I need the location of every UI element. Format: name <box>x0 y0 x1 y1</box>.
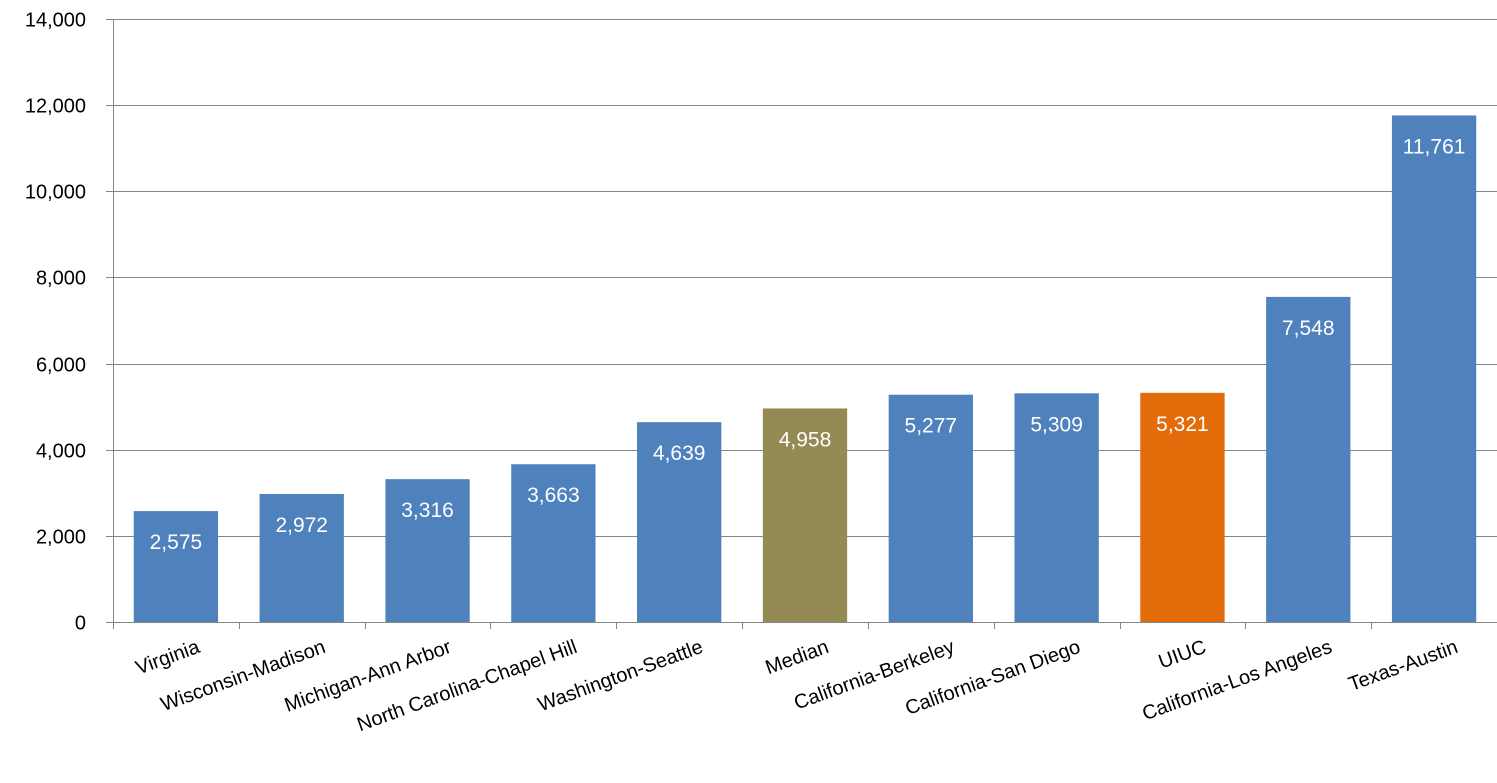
bars <box>133 115 1477 623</box>
bar-california-berkeley <box>888 394 973 622</box>
data-label: 3,316 <box>401 499 454 522</box>
data-label: 2,972 <box>275 514 328 537</box>
y-tick-label: 14,000 <box>25 10 86 32</box>
data-label: 4,958 <box>779 428 832 451</box>
y-tick-label: 0 <box>75 613 86 635</box>
bar-wisconsin-madison <box>259 493 344 622</box>
data-label: 5,321 <box>1156 413 1209 436</box>
bar-virginia <box>133 511 219 622</box>
data-label: 5,309 <box>1030 413 1083 436</box>
axes <box>106 19 1497 629</box>
category-label: Virginia <box>133 636 204 680</box>
y-tick-label: 10,000 <box>25 182 86 204</box>
data-label: 4,639 <box>653 442 706 465</box>
bar-washington-seattle <box>637 422 722 622</box>
y-tick-label: 8,000 <box>36 268 86 290</box>
bar-texas-austin <box>1391 115 1477 623</box>
category-label: North Carolina-Chapel Hill <box>354 636 580 736</box>
category-label: Median <box>763 636 832 679</box>
bar-median <box>762 408 848 622</box>
data-label: 3,663 <box>527 484 580 507</box>
gridlines <box>113 19 1497 537</box>
data-label: 5,277 <box>905 415 958 438</box>
y-tick-label: 6,000 <box>36 355 86 377</box>
category-label: UIUC <box>1156 636 1209 673</box>
y-tick-label: 2,000 <box>36 527 86 549</box>
bar-california-san-diego <box>1014 393 1099 622</box>
bar-michigan-ann-arbor <box>385 479 470 622</box>
data-label: 11,761 <box>1403 135 1466 158</box>
data-label: 2,575 <box>150 531 203 554</box>
y-tick-label: 12,000 <box>25 96 86 118</box>
category-label: Texas-Austin <box>1346 636 1461 696</box>
y-tick-label: 4,000 <box>36 441 86 463</box>
bar-california-los-angeles <box>1266 296 1351 622</box>
data-label: 7,548 <box>1282 317 1335 340</box>
labels: 0 2,000 4,000 6,000 8,000 10,000 12,000 14,000 2… <box>25 10 1466 737</box>
bar-uiuc <box>1140 392 1225 622</box>
bar-north-carolina-chapel-hill <box>511 464 596 622</box>
